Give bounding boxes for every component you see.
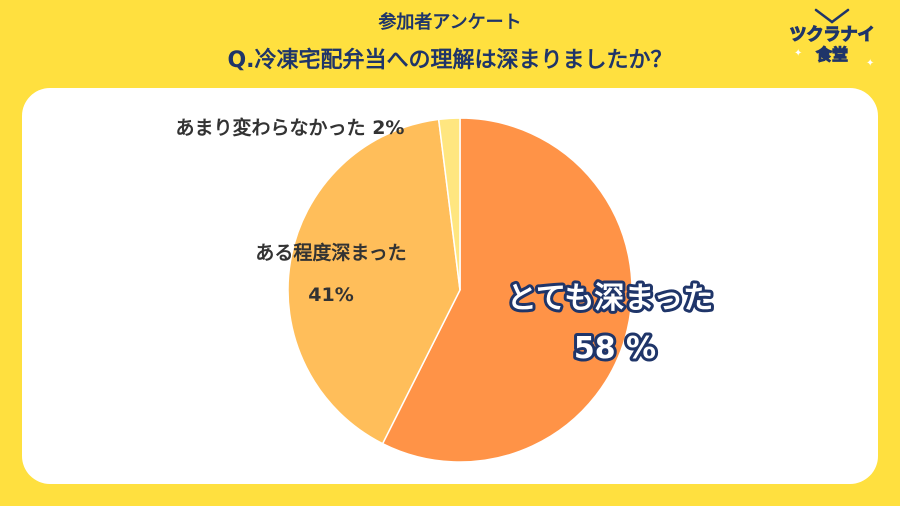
pie-slice-somewhat — [287, 118, 461, 445]
fork-knife-icon — [814, 8, 850, 24]
slice-label-somewhat: ある程度深まった — [255, 241, 406, 264]
brand-logo: ツクラナイ 食堂 ✦ ✦ — [789, 8, 875, 69]
logo-name-line1: ツクラナイ — [790, 25, 875, 45]
slice-value-very: 58 % — [574, 331, 656, 366]
slice-label-not-changed: あまり変わらなかった 2% — [176, 116, 405, 139]
sparkle-icon: ✦ — [794, 48, 802, 59]
sparkle-icon: ✦ — [866, 58, 874, 69]
slice-value-somewhat: 41% — [308, 284, 353, 306]
slice-label-very: とても深まった — [507, 281, 713, 316]
pie-slices — [287, 117, 633, 463]
question-title: Q.冷凍宅配弁当への理解は深まりましたか？ — [227, 48, 673, 73]
survey-subtitle: 参加者アンケート — [378, 12, 522, 33]
pie-slice-not-changed — [437, 117, 461, 291]
pie-slice-very — [381, 117, 633, 463]
logo-name-line2: 食堂 — [815, 45, 848, 64]
